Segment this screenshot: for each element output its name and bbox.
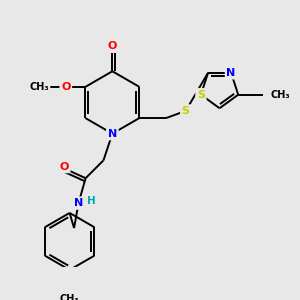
- Text: O: O: [60, 162, 69, 172]
- Text: S: S: [197, 90, 205, 100]
- Text: CH₃: CH₃: [29, 82, 49, 92]
- Text: N: N: [74, 198, 83, 208]
- Text: S: S: [182, 106, 190, 116]
- Text: O: O: [61, 82, 70, 92]
- Text: O: O: [108, 41, 117, 51]
- Text: H: H: [87, 196, 95, 206]
- Text: N: N: [226, 68, 236, 78]
- Text: CH₃: CH₃: [270, 90, 290, 100]
- Text: N: N: [108, 129, 117, 139]
- Text: CH₃: CH₃: [60, 294, 80, 300]
